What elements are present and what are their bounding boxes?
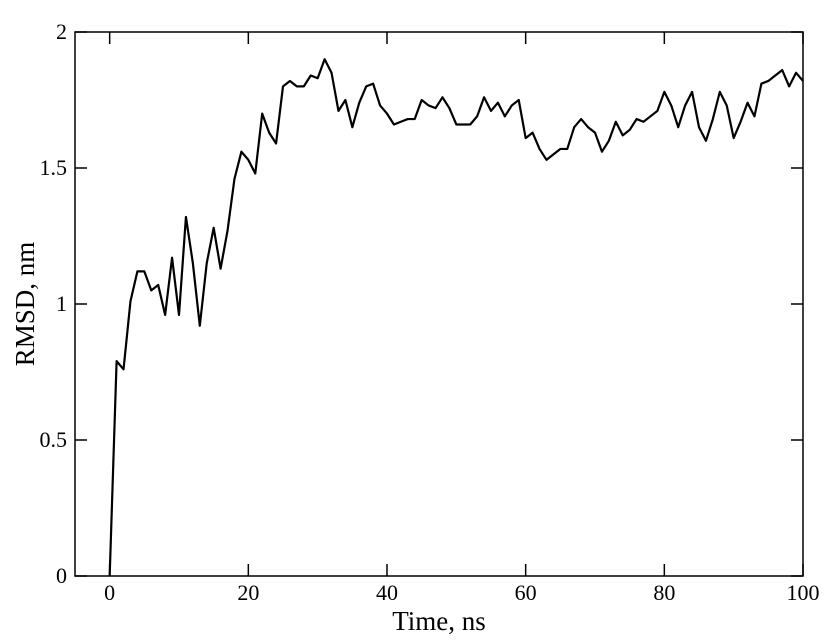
x-tick-label: 80 — [653, 580, 675, 605]
x-tick-label: 60 — [515, 580, 537, 605]
y-tick-label: 1 — [56, 291, 67, 316]
y-tick-label: 1.5 — [40, 155, 68, 180]
x-tick-label: 20 — [237, 580, 259, 605]
x-axis-label: Time, ns — [392, 606, 486, 636]
x-tick-label: 40 — [376, 580, 398, 605]
y-tick-label: 0 — [56, 563, 67, 588]
plot-frame — [74, 31, 804, 577]
y-tick-label: 0.5 — [40, 427, 68, 452]
x-tick-label: 100 — [787, 580, 820, 605]
x-tick-label: 0 — [104, 580, 115, 605]
y-axis-label: RMSD, nm — [10, 242, 40, 367]
data-line — [108, 58, 804, 577]
y-tick-label: 2 — [56, 19, 67, 44]
